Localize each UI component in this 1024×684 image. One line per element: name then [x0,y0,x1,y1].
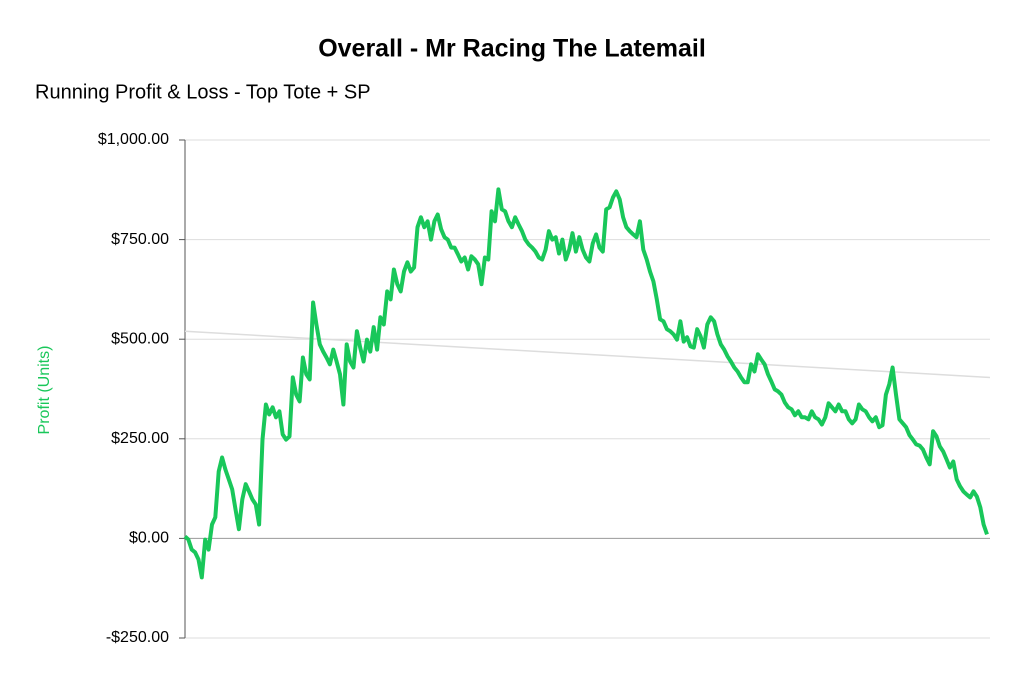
y-axis-label: Profit (Units) [36,346,53,435]
profit-line [183,187,989,580]
y-tick-label: -$250.00 [106,629,169,646]
chart-title: Overall - Mr Racing The Latemail [318,35,706,63]
y-tick-label: $1,000.00 [98,131,169,148]
chart-subtitle: Running Profit & Loss - Top Tote + SP [35,81,371,103]
y-tick-label: $0.00 [129,530,169,547]
y-tick-label: $250.00 [111,430,169,447]
y-tick-label: $500.00 [111,330,169,347]
y-tick-label: $750.00 [111,231,169,248]
